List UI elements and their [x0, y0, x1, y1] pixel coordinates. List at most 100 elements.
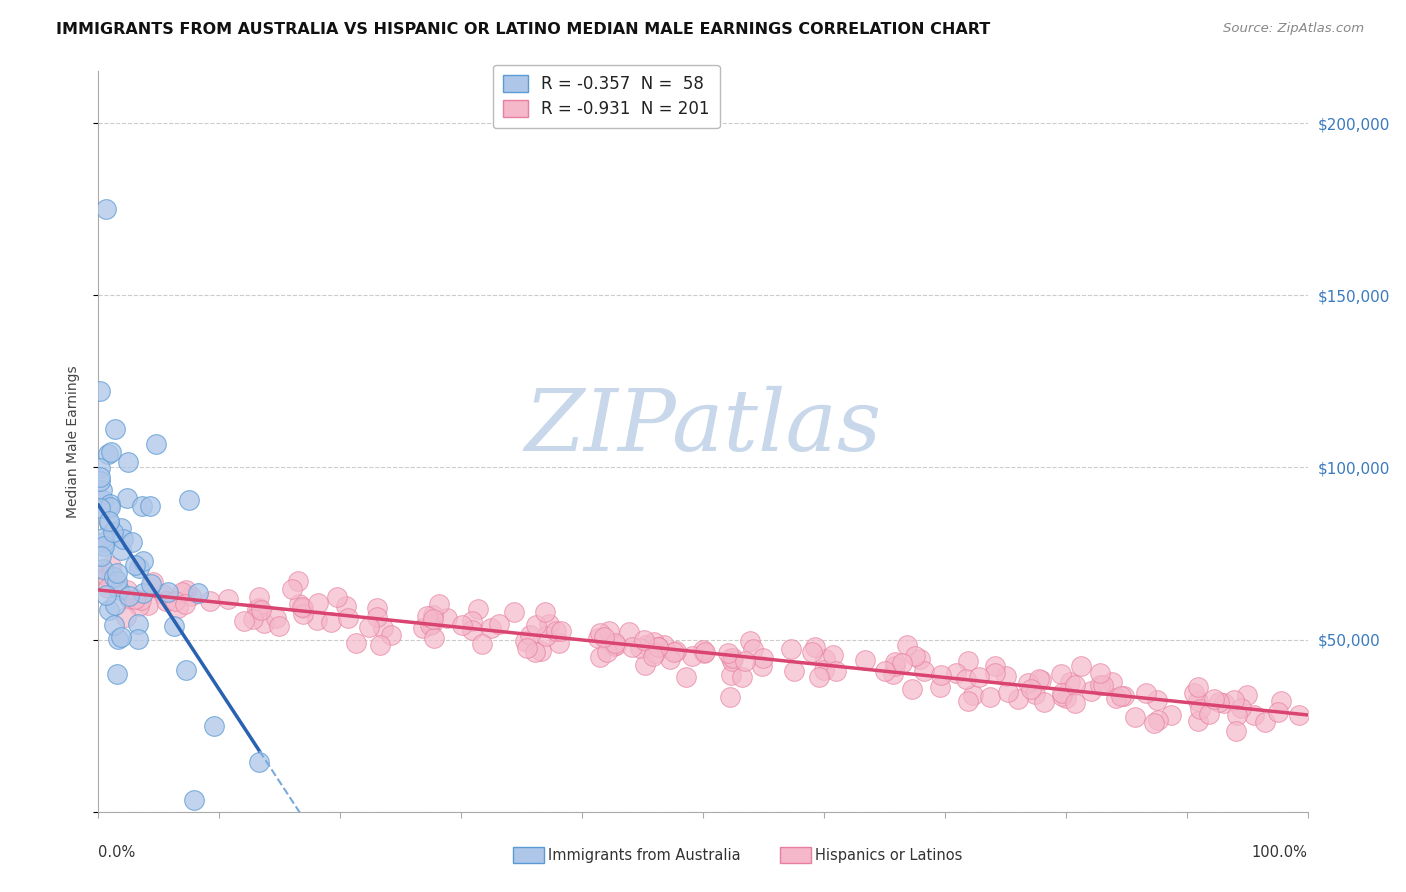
Point: [804, 640, 827, 655]
Point: [742, 641, 765, 656]
Point: [731, 670, 754, 684]
Point: [1080, 683, 1102, 698]
Point: [1088, 666, 1111, 681]
Point: [647, 640, 669, 654]
Point: [139, 577, 162, 591]
Point: [1142, 715, 1164, 730]
Point: [173, 597, 195, 611]
Point: [103, 570, 125, 584]
Point: [91, 492, 114, 507]
Point: [359, 619, 381, 633]
Point: [593, 630, 616, 644]
Point: [695, 645, 717, 659]
Point: [548, 636, 571, 650]
Point: [665, 644, 688, 658]
Point: [131, 499, 153, 513]
Point: [903, 648, 925, 663]
Point: [1064, 696, 1087, 710]
Point: [882, 666, 904, 681]
Point: [253, 616, 276, 631]
Point: [1123, 710, 1146, 724]
Text: 0.0%: 0.0%: [98, 845, 135, 860]
Point: [896, 638, 918, 652]
Point: [1064, 678, 1087, 692]
Point: [179, 493, 201, 508]
Point: [813, 664, 835, 678]
Point: [1088, 678, 1111, 692]
Point: [416, 609, 439, 624]
Point: [246, 602, 269, 616]
Point: [128, 561, 150, 575]
Point: [422, 612, 444, 626]
Point: [634, 657, 657, 672]
Point: [967, 670, 990, 684]
Point: [900, 681, 922, 696]
Point: [1105, 691, 1128, 706]
Point: [605, 638, 627, 652]
Point: [621, 640, 644, 654]
Point: [647, 640, 669, 654]
Point: [721, 650, 744, 665]
Point: [537, 617, 560, 632]
Point: [198, 593, 221, 607]
Point: [929, 668, 952, 682]
Point: [115, 491, 138, 505]
Point: [1017, 675, 1039, 690]
Point: [524, 617, 547, 632]
Point: [115, 610, 138, 624]
Point: [633, 632, 655, 647]
Point: [1160, 707, 1182, 722]
Point: [824, 664, 846, 678]
Point: [183, 793, 205, 807]
Point: [105, 566, 128, 581]
Point: [163, 619, 186, 633]
Point: [117, 592, 139, 607]
Point: [124, 591, 146, 606]
Point: [422, 607, 444, 622]
Point: [738, 634, 761, 648]
Point: [94, 589, 117, 603]
Point: [1267, 705, 1289, 719]
Point: [1243, 708, 1265, 723]
Point: [110, 521, 132, 535]
Point: [131, 554, 153, 568]
Point: [427, 597, 450, 611]
Point: [643, 634, 665, 648]
Point: [450, 618, 472, 632]
Point: [89, 501, 111, 516]
Point: [155, 593, 177, 607]
Point: [1230, 700, 1253, 714]
Text: Source: ZipAtlas.com: Source: ZipAtlas.com: [1223, 22, 1364, 36]
Point: [1070, 658, 1092, 673]
Point: [93, 540, 115, 554]
Point: [152, 587, 174, 601]
Point: [873, 664, 896, 678]
Point: [1031, 673, 1053, 688]
Point: [107, 632, 129, 647]
Point: [105, 574, 128, 589]
Point: [131, 586, 153, 600]
Point: [103, 617, 125, 632]
Point: [1188, 702, 1211, 716]
Point: [1202, 691, 1225, 706]
Point: [124, 558, 146, 573]
Point: [121, 535, 143, 549]
Point: [1109, 690, 1132, 704]
Point: [603, 636, 626, 650]
Point: [1198, 706, 1220, 721]
Point: [658, 652, 681, 666]
Point: [250, 603, 273, 617]
Point: [1028, 673, 1050, 687]
Point: [644, 646, 666, 660]
Point: [1226, 708, 1249, 723]
Point: [675, 670, 697, 684]
Point: [945, 666, 967, 681]
Point: [1208, 695, 1230, 709]
Point: [929, 680, 952, 694]
Point: [307, 596, 329, 610]
Point: [371, 621, 394, 635]
Point: [884, 659, 907, 673]
Point: [1019, 681, 1042, 696]
Point: [782, 664, 804, 678]
Point: [488, 617, 510, 632]
